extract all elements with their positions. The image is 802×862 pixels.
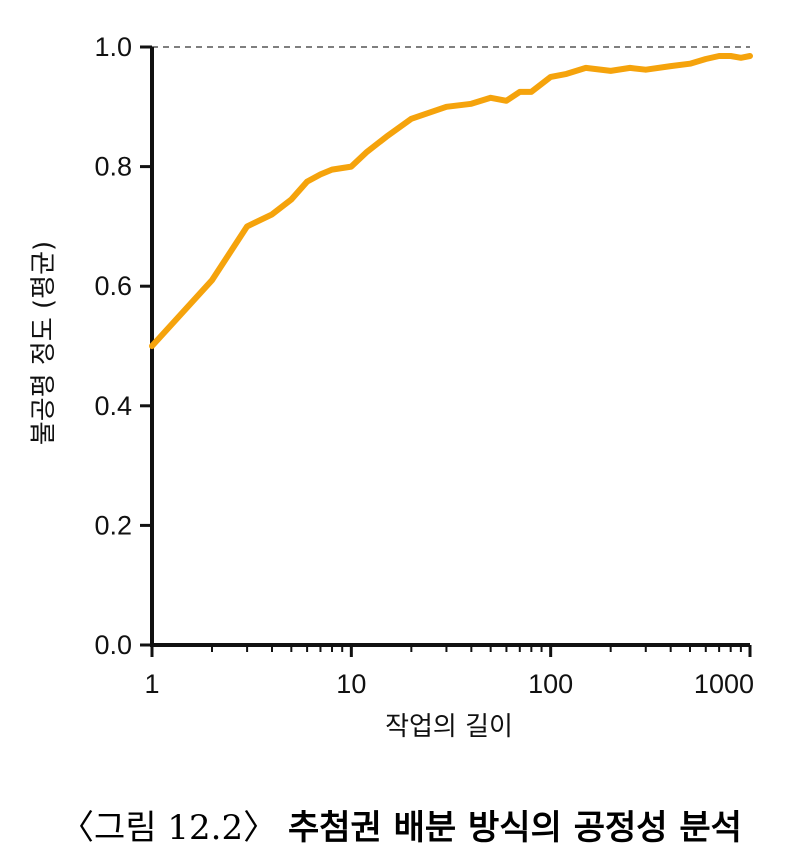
caption-label: 〈그림 12.2〉 [60,808,278,848]
x-tick-label: 100 [528,669,573,699]
y-ticks: 0.0 0.2 0.4 0.6 0.8 1.0 [94,32,152,660]
y-tick-label: 1.0 [94,32,132,62]
x-tick-label: 1 [144,669,159,699]
x-tick-label: 1000 [694,669,754,699]
y-tick-label: 0.6 [94,271,132,301]
y-tick-label: 0.2 [94,510,132,540]
y-tick-label: 0.8 [94,152,132,182]
y-axis-label: 불공평 정도 (평균) [29,241,59,445]
x-axis-label: 작업의 길이 [385,712,513,742]
y-tick-label: 0.0 [94,630,132,660]
caption-title: 추첨권 배분 방식의 공정성 분석 [287,808,742,848]
y-tick-label: 0.4 [94,391,132,421]
x-tick-label: 10 [336,669,366,699]
figure-caption: 〈그림 12.2〉 추첨권 배분 방식의 공정성 분석 [0,800,802,849]
x-ticks: 1 10 100 1000 [144,645,754,699]
series-line [149,53,753,349]
